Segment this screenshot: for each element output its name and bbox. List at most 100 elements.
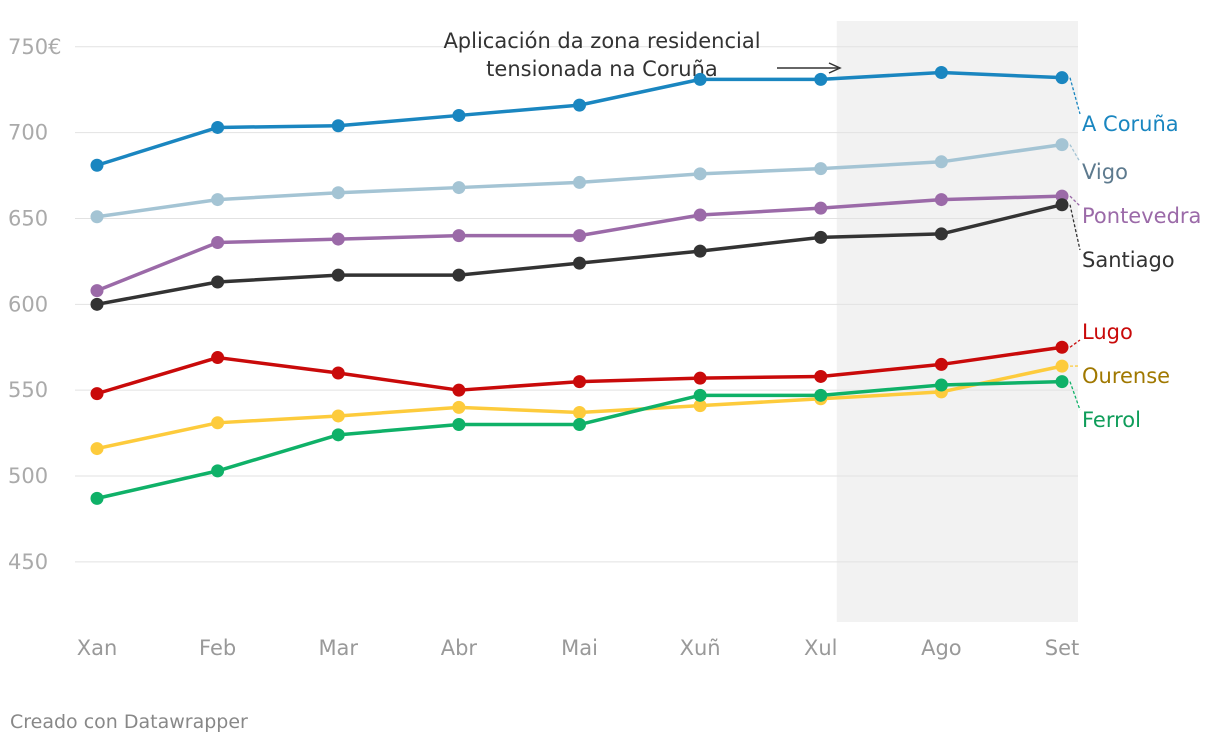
data-point-ourense xyxy=(1055,359,1069,373)
data-point-a-coru-a xyxy=(452,108,466,122)
series-labels: A Coruña Vigo Pontevedra Santiago Lugo Ourens… xyxy=(1069,77,1201,432)
series-label-ourense: Ourense xyxy=(1082,364,1170,388)
y-tick-label: 500 xyxy=(8,464,48,488)
data-point-ferrol xyxy=(1055,375,1069,389)
data-point-santiago xyxy=(934,227,948,241)
y-tick-label: 450 xyxy=(8,550,48,574)
series-label-ferrol: Ferrol xyxy=(1082,408,1141,432)
data-point-lugo xyxy=(90,387,104,401)
data-point-lugo xyxy=(211,351,225,365)
y-tick-label: 700 xyxy=(8,121,48,145)
data-point-ferrol xyxy=(211,464,225,478)
line-chart: 450 500 550 600 650 700 750€ Xan Feb Mar Abr Mai Xu… xyxy=(8,21,1201,660)
data-point-vigo xyxy=(452,181,466,195)
series-label-vigo: Vigo xyxy=(1082,160,1128,184)
data-point-vigo xyxy=(1055,138,1069,152)
data-point-pontevedra xyxy=(452,229,466,243)
data-point-ourense xyxy=(90,442,104,456)
x-axis-ticks: Xan Feb Mar Abr Mai Xuñ Xul Ago Set xyxy=(77,636,1080,660)
data-point-ourense xyxy=(331,409,345,423)
y-tick-label: 650 xyxy=(8,206,48,230)
data-point-ferrol xyxy=(693,388,707,402)
data-point-pontevedra xyxy=(814,201,828,215)
series-ferrol xyxy=(90,375,1069,505)
data-point-vigo xyxy=(573,175,586,189)
y-axis-ticks: 450 500 550 600 650 700 750€ xyxy=(8,35,61,574)
data-point-vigo xyxy=(90,210,104,224)
data-point-a-coru-a xyxy=(573,98,586,112)
x-tick-label: Feb xyxy=(199,636,236,660)
data-point-santiago xyxy=(814,230,828,244)
data-point-a-coru-a xyxy=(331,119,345,133)
data-point-lugo xyxy=(1055,340,1069,354)
data-point-santiago xyxy=(331,268,345,282)
leader-line-a-coru-a xyxy=(1069,77,1081,115)
y-tick-label: 600 xyxy=(8,292,48,316)
annotation: Aplicación da zona residencial tensionad… xyxy=(443,29,842,81)
data-point-ferrol xyxy=(573,418,586,432)
data-point-vigo xyxy=(814,162,828,176)
data-point-santiago xyxy=(693,244,707,258)
data-point-a-coru-a xyxy=(934,66,948,80)
series-vigo xyxy=(90,138,1069,224)
data-point-a-coru-a xyxy=(693,72,707,86)
x-tick-label: Set xyxy=(1045,636,1079,660)
leader-line-lugo xyxy=(1069,339,1081,348)
data-point-lugo xyxy=(814,369,828,383)
leader-line-ferrol xyxy=(1069,381,1081,411)
leader-line-pontevedra xyxy=(1069,195,1081,207)
data-point-ourense xyxy=(211,416,225,430)
series-santiago xyxy=(90,198,1069,311)
series-a-coru-a xyxy=(90,66,1069,172)
data-point-a-coru-a xyxy=(211,120,225,134)
gridlines xyxy=(75,46,1078,563)
y-tick-label: 550 xyxy=(8,378,48,402)
series-group xyxy=(90,66,1069,505)
series-label-lugo: Lugo xyxy=(1082,320,1133,344)
datawrapper-credit: Creado con Datawrapper xyxy=(10,711,248,733)
data-point-ferrol xyxy=(934,378,948,392)
x-tick-label: Mar xyxy=(318,636,358,660)
x-tick-label: Abr xyxy=(441,636,478,660)
data-point-pontevedra xyxy=(934,193,948,207)
data-point-santiago xyxy=(90,297,104,311)
x-tick-label: Xan xyxy=(77,636,118,660)
annotation-arrowhead xyxy=(828,62,842,74)
data-point-santiago xyxy=(1055,198,1069,212)
data-point-santiago xyxy=(573,256,586,270)
data-point-pontevedra xyxy=(90,284,104,298)
x-tick-label: Xuñ xyxy=(680,636,721,660)
data-point-lugo xyxy=(331,366,345,380)
data-point-lugo xyxy=(934,357,948,371)
highlight-band xyxy=(836,21,1078,622)
annotation-line1: Aplicación da zona residencial xyxy=(443,29,760,53)
data-point-santiago xyxy=(211,275,225,289)
x-tick-label: Mai xyxy=(561,636,598,660)
data-point-ourense xyxy=(573,406,586,420)
data-point-lugo xyxy=(452,383,466,397)
x-tick-label: Xul xyxy=(804,636,838,660)
series-label-santiago: Santiago xyxy=(1082,248,1175,272)
data-point-vigo xyxy=(211,193,225,207)
series-lugo xyxy=(90,340,1069,401)
series-label-pontevedra: Pontevedra xyxy=(1082,204,1201,228)
data-point-pontevedra xyxy=(331,232,345,246)
series-label-a-coru-a: A Coruña xyxy=(1082,112,1179,136)
data-point-a-coru-a xyxy=(814,72,828,86)
data-point-vigo xyxy=(934,155,948,169)
series-pontevedra xyxy=(90,189,1069,298)
data-point-ourense xyxy=(452,400,466,414)
data-point-ferrol xyxy=(90,491,104,505)
data-point-lugo xyxy=(693,371,707,385)
x-tick-label: Ago xyxy=(921,636,962,660)
leader-line-santiago xyxy=(1069,204,1081,251)
data-point-lugo xyxy=(573,375,586,389)
data-point-ferrol xyxy=(814,388,828,402)
leader-line-vigo xyxy=(1069,144,1081,163)
data-point-pontevedra xyxy=(211,236,225,250)
data-point-a-coru-a xyxy=(1055,71,1069,85)
data-point-pontevedra xyxy=(693,208,707,222)
data-point-ferrol xyxy=(452,418,466,432)
data-point-vigo xyxy=(693,167,707,181)
data-point-vigo xyxy=(331,186,345,200)
